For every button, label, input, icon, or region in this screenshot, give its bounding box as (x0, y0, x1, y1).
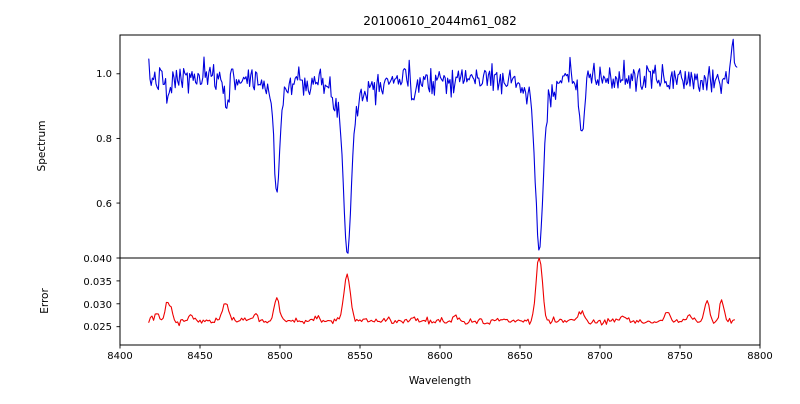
spectrum-line (148, 38, 738, 254)
x-tick-label: 8400 (107, 351, 132, 362)
y-tick-label: 0.6 (96, 199, 112, 210)
x-tick-label: 8450 (187, 351, 212, 362)
x-tick-label: 8800 (747, 351, 772, 362)
x-tick-label: 8550 (347, 351, 372, 362)
x-tick-label: 8500 (267, 351, 292, 362)
y-tick-label: 0.030 (83, 300, 112, 311)
y-tick-label: 0.040 (83, 254, 112, 265)
y-tick-label: 1.0 (96, 69, 112, 80)
plot-title: 20100610_2044m61_082 (363, 14, 516, 28)
y-tick-label: 0.8 (96, 134, 112, 145)
x-axis-label: Wavelength (409, 375, 471, 387)
x-tick-label: 8700 (587, 351, 612, 362)
error-y-axis-label: Error (39, 288, 51, 314)
y-tick-label: 0.025 (83, 322, 112, 333)
y-tick-label: 0.035 (83, 277, 112, 288)
error-panel-border (119, 257, 761, 346)
x-tick-label: 8650 (507, 351, 532, 362)
x-tick-label: 8750 (667, 351, 692, 362)
spectrum-y-axis-label: Spectrum (36, 121, 48, 172)
x-tick-label: 8600 (427, 351, 452, 362)
tick-marks (116, 73, 761, 349)
spectrum-panel-border (119, 34, 761, 259)
error-line (148, 257, 735, 327)
